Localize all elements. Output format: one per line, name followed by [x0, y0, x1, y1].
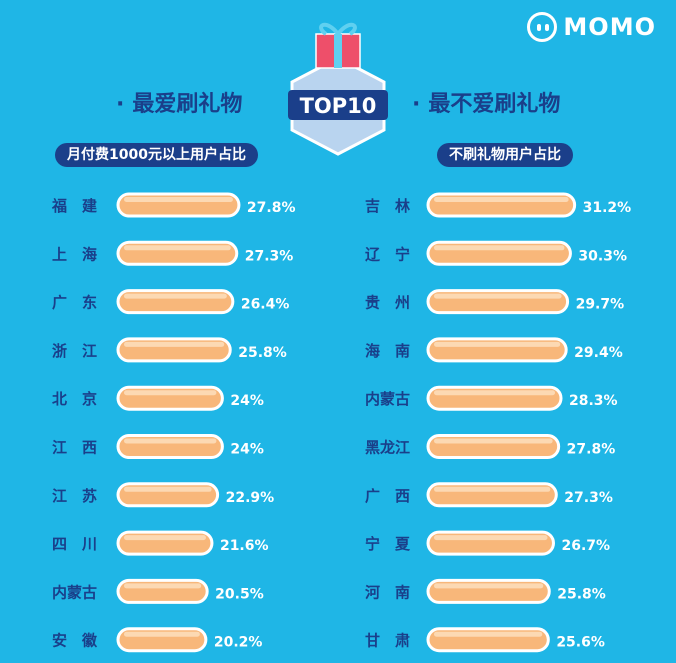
- bar-highlight: [434, 486, 551, 492]
- category-label: 贵 州: [365, 294, 410, 312]
- value-label: 20.2%: [214, 635, 263, 651]
- chart-left: 福 建 27.8% 上 海 27.3% 广 东 26.4% 浙 江 25.8% 北 京 24% 江 …: [51, 192, 296, 653]
- category-label: 广 西: [365, 487, 410, 505]
- category-label: 江 苏: [52, 487, 97, 505]
- value-label: 31.2%: [583, 200, 632, 216]
- value-label: 29.7%: [576, 297, 625, 313]
- category-label: 安 徽: [52, 632, 98, 650]
- category-label: 四 川: [52, 535, 97, 553]
- category-label: 辽 宁: [365, 245, 410, 263]
- value-label: 26.7%: [561, 538, 610, 554]
- bar-highlight: [434, 293, 562, 299]
- heading-text: 最爱刷礼物: [132, 92, 243, 117]
- category-label: 福 建: [51, 197, 98, 215]
- bar-highlight: [124, 486, 212, 492]
- gift-bow-icon: [319, 22, 357, 36]
- value-label: 24%: [230, 393, 264, 409]
- category-label: 上 海: [52, 245, 97, 263]
- bar-highlight: [434, 390, 556, 396]
- category-label: 甘 肃: [365, 632, 410, 650]
- category-label: 浙 江: [52, 342, 97, 360]
- section-heading-left: · 最爱刷礼物: [116, 86, 242, 118]
- value-label: 28.3%: [569, 393, 618, 409]
- bar-highlight: [434, 631, 543, 637]
- category-label: 江 西: [52, 439, 97, 457]
- bar-highlight: [434, 197, 569, 202]
- value-label: 30.3%: [578, 248, 627, 264]
- category-label: 宁 夏: [365, 535, 411, 553]
- value-label: 25.8%: [557, 586, 606, 602]
- bar-highlight: [124, 341, 225, 347]
- subtitle-tag-right: 不刷礼物用户占比: [437, 143, 573, 167]
- bar-highlight: [124, 390, 217, 396]
- category-label: 内蒙古: [365, 390, 410, 408]
- bar-highlight: [124, 583, 202, 589]
- value-label: 20.5%: [215, 586, 264, 602]
- value-label: 22.9%: [226, 490, 275, 506]
- bar-highlight: [124, 535, 206, 541]
- bar-highlight: [124, 245, 231, 251]
- value-label: 25.6%: [556, 635, 605, 651]
- chart-right: 吉 林 31.2% 辽 宁 30.3% 贵 州 29.7% 海 南 29.4% 内蒙古 28.3%…: [365, 192, 632, 653]
- bar-highlight: [434, 245, 565, 251]
- value-label: 27.3%: [564, 490, 613, 506]
- badge-text: TOP10: [300, 94, 377, 118]
- bar-highlight: [434, 535, 548, 541]
- category-label: 广 东: [52, 294, 97, 312]
- heading-text: 最不爱刷礼物: [428, 92, 561, 117]
- category-label: 内蒙古: [52, 583, 97, 601]
- bar-highlight: [124, 438, 217, 444]
- category-label: 北 京: [52, 390, 97, 408]
- bar-highlight: [434, 341, 561, 347]
- category-label: 吉 林: [365, 197, 411, 215]
- bar-highlight: [124, 197, 233, 202]
- heading-bullet: ·: [116, 92, 125, 117]
- category-label: 黑龙江: [365, 439, 410, 457]
- momo-logo-icon: [527, 12, 558, 42]
- bar-highlight: [124, 631, 200, 637]
- value-label: 29.4%: [574, 345, 623, 361]
- brand-logo-group: MOMO: [527, 12, 656, 42]
- value-label: 25.8%: [238, 345, 287, 361]
- value-label: 27.8%: [247, 200, 296, 216]
- bar-highlight: [434, 583, 544, 589]
- value-label: 27.8%: [567, 442, 616, 458]
- bar-highlight: [124, 293, 227, 299]
- value-label: 26.4%: [241, 297, 290, 313]
- brand-name: MOMO: [563, 13, 656, 41]
- value-label: 21.6%: [220, 538, 269, 554]
- category-label: 海 南: [365, 342, 410, 360]
- bar-highlight: [434, 438, 553, 444]
- value-label: 24%: [230, 442, 264, 458]
- badge-ribbon: [288, 90, 388, 120]
- category-label: 河 南: [365, 583, 410, 601]
- section-heading-right: · 最不爱刷礼物: [412, 86, 560, 118]
- gift-ribbon-icon: [334, 34, 342, 68]
- heading-bullet: ·: [412, 92, 421, 117]
- subtitle-tag-left: 月付费1000元以上用户占比: [55, 143, 258, 167]
- value-label: 27.3%: [245, 248, 294, 264]
- top10-badge: TOP10: [288, 22, 388, 156]
